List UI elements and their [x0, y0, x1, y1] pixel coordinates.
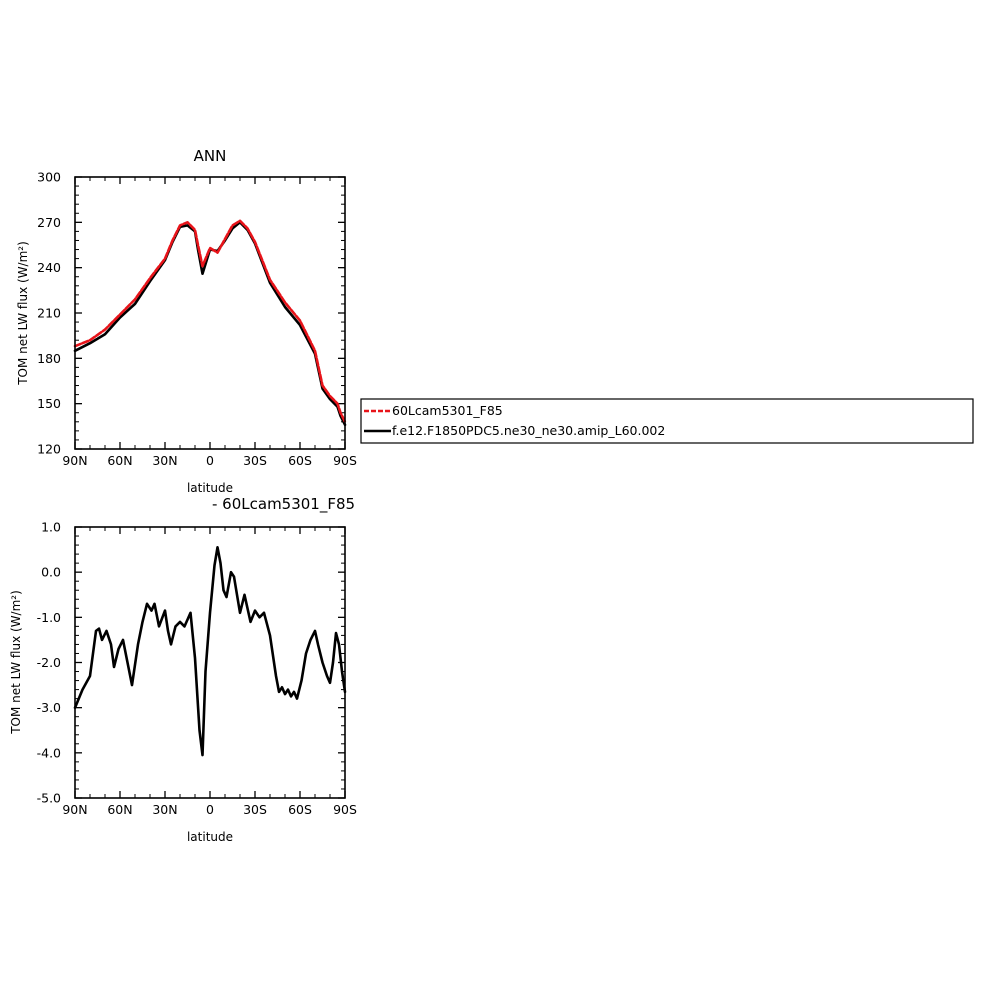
series-line-0	[73, 545, 347, 757]
x-tick-label: 0	[206, 453, 214, 468]
y-tick-label: 0.0	[41, 565, 61, 580]
x-tick-label: 90S	[333, 802, 357, 817]
top-panel-ylabel: TOM net LW flux (W/m²)	[16, 241, 30, 386]
top-panel-xlabel: latitude	[187, 481, 233, 495]
bottom-panel-title: - 60Lcam5301_F85	[212, 495, 355, 514]
x-tick-label: 0	[206, 802, 214, 817]
x-tick-label: 60N	[107, 453, 132, 468]
legend-box	[360, 398, 974, 444]
top-panel-ticks: 90N 60N 30N 0 30S 60S 90S 120 150 180 210 240 270 300	[37, 170, 357, 469]
x-tick-label: 60S	[288, 453, 312, 468]
y-tick-label: 150	[37, 396, 61, 411]
bottom-panel-lines	[73, 545, 347, 757]
legend-label-2: f.e12.F1850PDC5.ne30_ne30.amip_L60.002	[392, 423, 665, 438]
bottom-panel-ylabel: TOM net LW flux (W/m²)	[9, 590, 23, 735]
x-tick-label: 30S	[243, 453, 267, 468]
y-tick-label: -1.0	[37, 610, 61, 625]
bottom-panel-frame	[74, 526, 346, 799]
top-panel-title: ANN	[194, 147, 227, 165]
y-tick-label: 180	[37, 351, 61, 366]
y-tick-label: -5.0	[37, 791, 61, 806]
x-tick-label: 30S	[243, 802, 267, 817]
top-panel: ANN TOM net LW flux (W/m²) latitude 90N 6…	[16, 147, 357, 495]
y-tick-label: 210	[37, 306, 61, 321]
y-tick-label: -3.0	[37, 700, 61, 715]
series-line-1	[73, 221, 347, 427]
y-tick-label: 240	[37, 260, 61, 275]
top-panel-lines	[73, 219, 347, 427]
legend-label-1: 60Lcam5301_F85	[392, 403, 503, 418]
x-tick-label: 90N	[62, 802, 87, 817]
x-tick-label: 30N	[152, 802, 177, 817]
y-tick-label: 270	[37, 215, 61, 230]
y-tick-label: 300	[37, 170, 61, 185]
top-panel-frame	[74, 176, 346, 450]
y-tick-label: -4.0	[37, 745, 61, 760]
series-line-0	[73, 219, 347, 424]
y-tick-label: 120	[37, 442, 61, 457]
x-tick-label: 30N	[152, 453, 177, 468]
y-tick-label: -2.0	[37, 655, 61, 670]
bottom-panel-xlabel: latitude	[187, 830, 233, 844]
x-tick-label: 60S	[288, 802, 312, 817]
x-tick-label: 90N	[62, 453, 87, 468]
y-tick-label: 1.0	[41, 520, 61, 535]
legend: 60Lcam5301_F85 f.e12.F1850PDC5.ne30_ne30…	[360, 398, 974, 444]
bottom-panel: - 60Lcam5301_F85 TOM net LW flux (W/m²) …	[9, 495, 357, 844]
x-tick-label: 60N	[107, 802, 132, 817]
x-tick-label: 90S	[333, 453, 357, 468]
